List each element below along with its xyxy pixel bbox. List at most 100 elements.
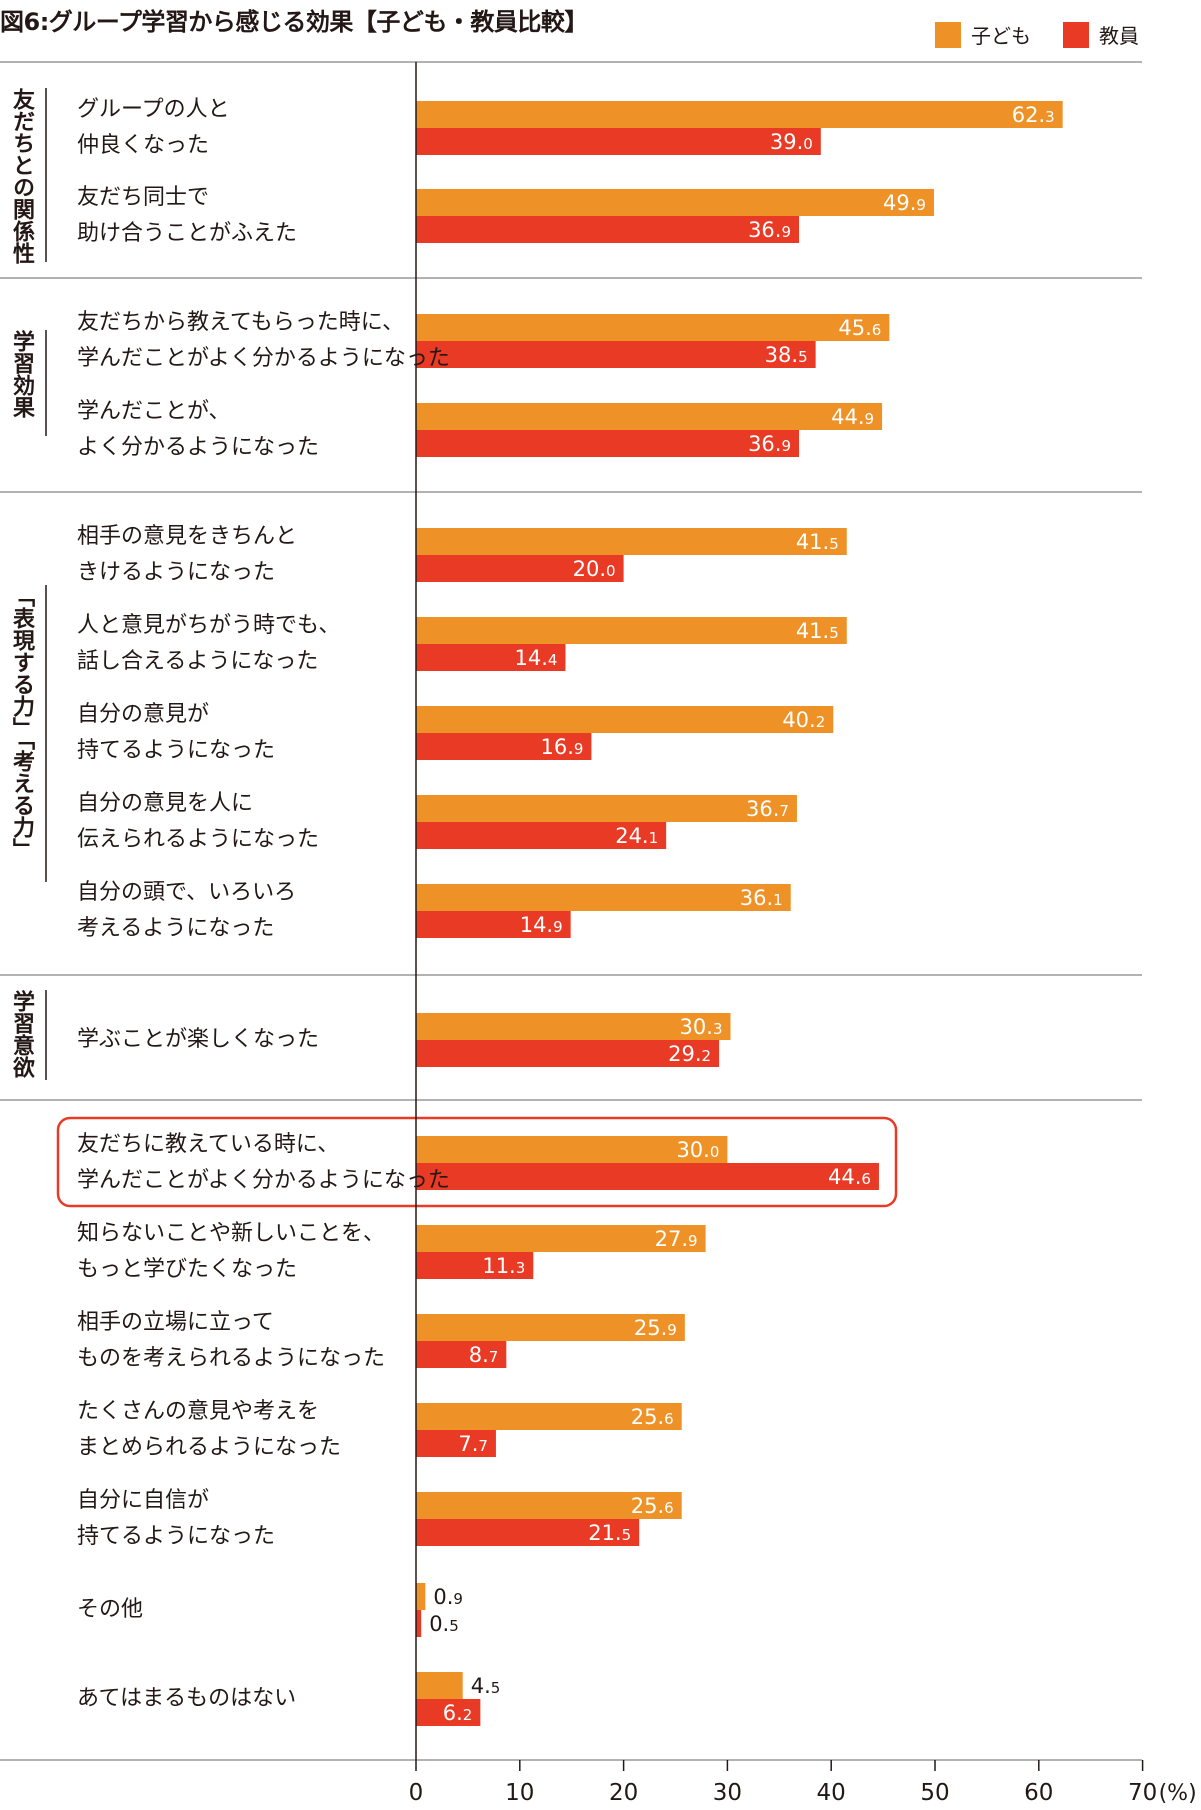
category-label-line: 仲良くなった	[77, 133, 210, 158]
bar-teachers	[416, 1519, 640, 1546]
category-label-line: 人と意見がちがう時でも、	[77, 613, 341, 638]
bar-teachers	[416, 430, 800, 457]
category-label-line: 自分に自信が	[77, 1488, 210, 1513]
legend-swatch-children	[935, 21, 961, 48]
category-label-line: ものを考えられるようになった	[77, 1346, 386, 1371]
data-label: 21.5	[588, 1521, 631, 1545]
data-label: 25.9	[634, 1316, 677, 1340]
bar-teachers	[416, 1252, 534, 1279]
category-label: あてはまるものはない	[77, 1681, 296, 1717]
data-label: 49.9	[883, 191, 926, 215]
bar-children	[416, 706, 834, 733]
bar-children	[416, 314, 890, 341]
bar-teachers	[416, 128, 821, 155]
data-label: 36.1	[740, 886, 783, 910]
category-label-line: 自分の意見を人に	[77, 791, 254, 816]
bar-teachers	[416, 1040, 720, 1067]
category-label-line: グループの人と	[77, 97, 230, 122]
group-label: 友だちとの関係性	[9, 88, 34, 264]
data-label: 44.6	[828, 1165, 871, 1189]
x-tick-label: 30	[713, 1780, 742, 1806]
bar-children	[416, 1013, 731, 1040]
category-label-line: 話し合えるようになった	[77, 649, 319, 674]
chart-title: 図6:グループ学習から感じる効果【子ども・教員比較】	[0, 8, 588, 36]
category-label: 学んだことが、よく分かるようになった	[77, 394, 319, 466]
bar-teachers	[416, 341, 816, 368]
data-label: 0.9	[433, 1585, 463, 1609]
category-label-line: よく分かるようになった	[77, 435, 320, 460]
data-label: 36.9	[748, 218, 791, 242]
bar-children	[416, 528, 847, 555]
bar-teachers	[416, 1610, 422, 1637]
bar-children	[416, 617, 847, 644]
category-label-line: 学んだことがよく分かるようになった	[77, 346, 450, 371]
data-label: 11.3	[482, 1254, 525, 1278]
bar-teachers	[416, 216, 800, 243]
data-label: 30.3	[680, 1015, 723, 1039]
data-label: 36.9	[748, 432, 791, 456]
data-label: 41.5	[796, 530, 839, 554]
category-label-line: 友だちに教えている時に、	[77, 1132, 340, 1157]
bar-teachers	[416, 733, 592, 760]
category-label-line: 学んだことが、	[77, 399, 231, 424]
data-label: 40.2	[782, 708, 825, 732]
bar-teachers	[416, 1341, 507, 1368]
category-label: 人と意見がちがう時でも、 話し合えるようになった	[77, 608, 340, 680]
category-label-line: 相手の意見をきちんと	[77, 524, 298, 549]
x-tick-label: 40	[817, 1780, 846, 1806]
data-label: 4.5	[471, 1674, 501, 1698]
data-label: 25.6	[631, 1405, 674, 1429]
data-label: 38.5	[765, 343, 808, 367]
category-label: 自分の頭で、いろいろ 考えるようになった	[77, 875, 296, 947]
bar-children	[416, 1403, 682, 1430]
bar-children	[416, 101, 1063, 128]
bar-teachers	[416, 822, 667, 849]
category-label: 自分の意見を人に 伝えられるようになった	[77, 786, 319, 858]
data-label: 36.7	[746, 797, 789, 821]
data-label: 62.3	[1012, 103, 1055, 127]
bar-children	[416, 1672, 463, 1699]
legend-item-teachers: 教員	[1063, 20, 1139, 49]
x-unit-label: (%)	[1159, 1781, 1197, 1806]
data-label: 30.0	[676, 1138, 719, 1162]
data-label: 27.9	[655, 1227, 698, 1251]
data-label: 41.5	[796, 619, 839, 643]
bar-children	[416, 1583, 426, 1610]
category-label-line: 自分の頭で、いろいろ	[77, 880, 297, 905]
category-label: その他	[77, 1592, 143, 1628]
data-label: 8.7	[469, 1343, 499, 1367]
data-label: 45.6	[838, 316, 881, 340]
bar-children	[416, 795, 797, 822]
bar-teachers	[416, 1699, 481, 1726]
category-label: 知らないことや新しいことを、 もっと学びたくなった	[77, 1216, 385, 1288]
bar-teachers	[416, 644, 566, 671]
category-label: 友だち同士で助け合うことがふえた	[77, 180, 297, 252]
category-label-line: 考えるようになった	[77, 916, 275, 941]
bar-children	[416, 1136, 728, 1163]
bar-teachers	[416, 1430, 496, 1457]
category-label: 自分に自信が 持てるようになった	[77, 1483, 275, 1555]
data-label: 16.9	[540, 735, 583, 759]
data-label: 0.5	[429, 1612, 459, 1636]
bar-children	[416, 189, 934, 216]
x-tick-label: 20	[609, 1780, 638, 1806]
category-label-line: 助け合うことがふえた	[77, 221, 298, 246]
highlight-box	[56, 1116, 898, 1208]
category-label-line: 友だち同士で	[77, 185, 210, 210]
group-label: 学習意欲	[9, 990, 34, 1078]
category-label-line: まとめられるようになった	[77, 1435, 342, 1460]
category-label-line: 自分の意見が	[77, 702, 210, 727]
data-label: 44.9	[831, 405, 874, 429]
bar-teachers	[416, 911, 571, 938]
category-label-line: 相手の立場に立って	[77, 1310, 274, 1335]
data-label: 39.0	[770, 130, 813, 154]
data-label: 7.7	[458, 1432, 488, 1456]
category-label: 相手の意見をきちんと きけるようになった	[77, 519, 297, 591]
category-label-line: その他	[77, 1597, 144, 1622]
x-tick-label: 60	[1024, 1780, 1053, 1806]
category-label: 相手の立場に立ってものを考えられるようになった	[77, 1305, 385, 1377]
category-label: 友だちに教えている時に、 学んだことがよく分かるようになった	[77, 1127, 450, 1199]
data-label: 24.1	[615, 824, 658, 848]
bar-children	[416, 1225, 706, 1252]
